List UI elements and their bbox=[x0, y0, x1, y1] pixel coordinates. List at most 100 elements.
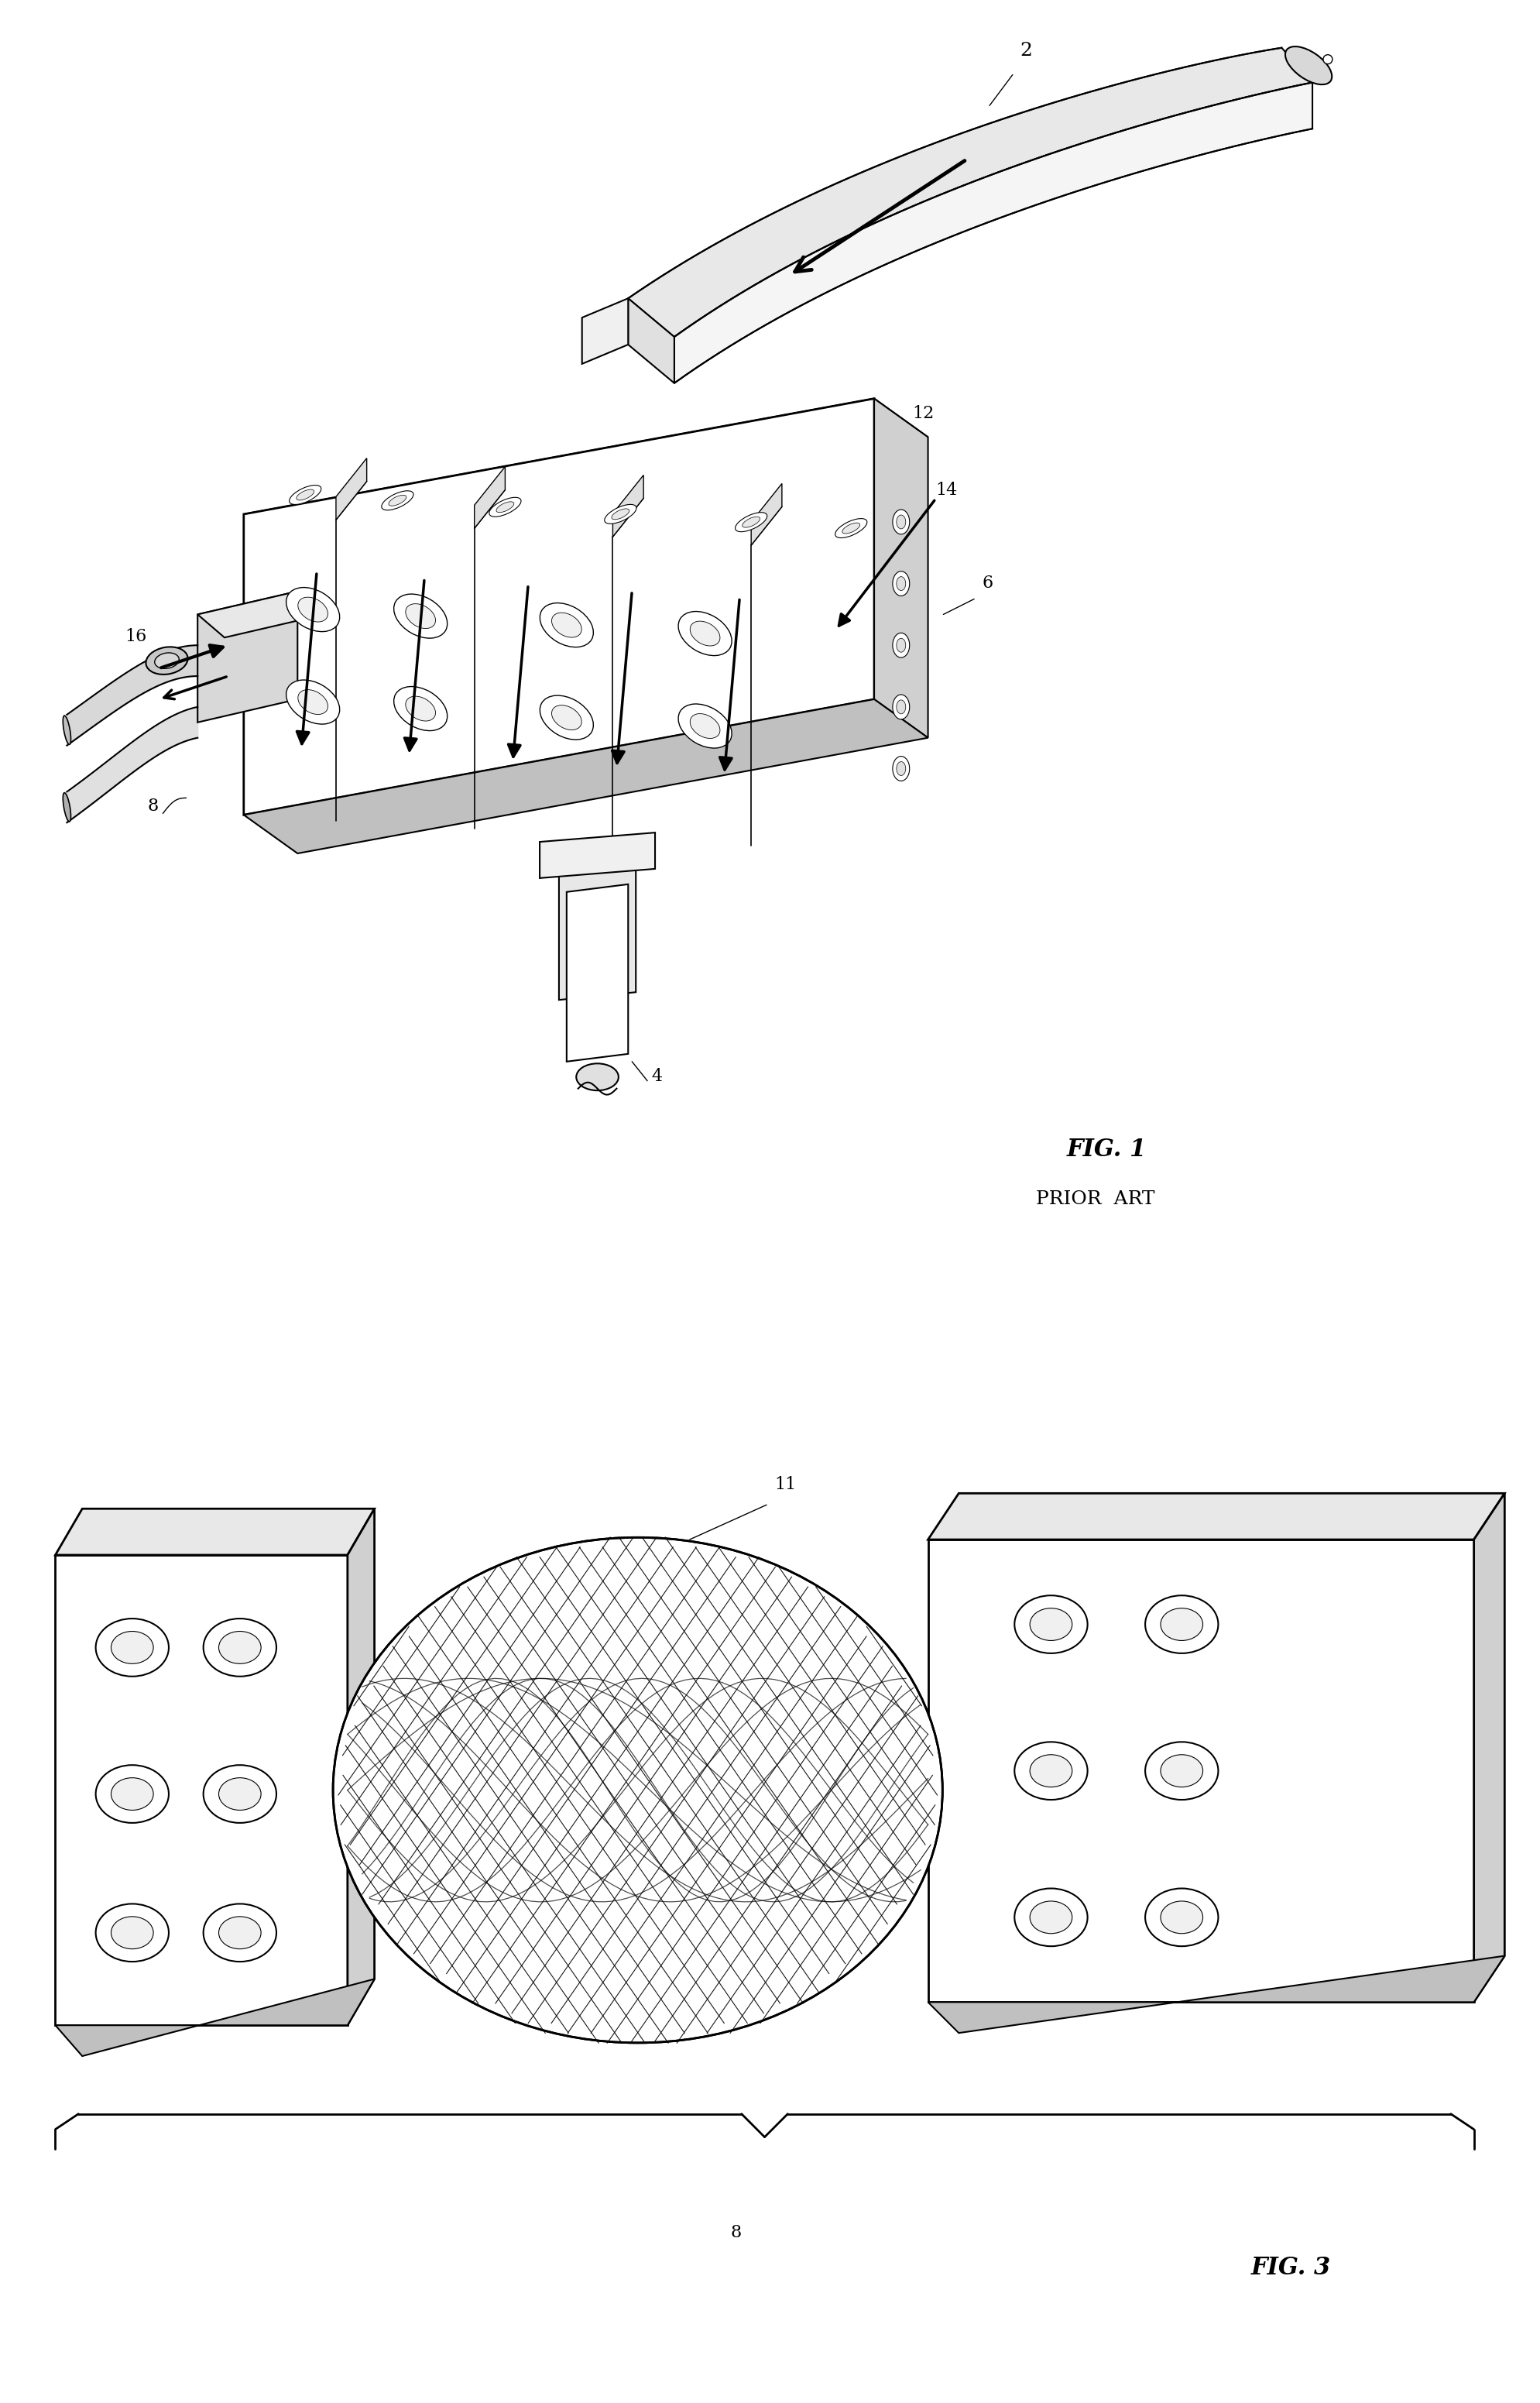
Ellipse shape bbox=[111, 1918, 154, 1949]
Ellipse shape bbox=[896, 577, 906, 591]
Ellipse shape bbox=[63, 716, 71, 745]
Polygon shape bbox=[243, 699, 929, 853]
Ellipse shape bbox=[394, 687, 447, 731]
Ellipse shape bbox=[551, 704, 582, 731]
Ellipse shape bbox=[382, 490, 413, 509]
Ellipse shape bbox=[219, 1778, 260, 1809]
Ellipse shape bbox=[893, 509, 910, 533]
Ellipse shape bbox=[893, 757, 910, 781]
Text: 8: 8 bbox=[730, 2225, 741, 2242]
Polygon shape bbox=[55, 1555, 348, 2026]
Ellipse shape bbox=[1030, 1754, 1072, 1788]
Ellipse shape bbox=[541, 603, 593, 646]
Ellipse shape bbox=[405, 697, 436, 721]
Polygon shape bbox=[55, 1980, 374, 2057]
Ellipse shape bbox=[203, 1903, 276, 1961]
Ellipse shape bbox=[896, 514, 906, 529]
Polygon shape bbox=[1474, 1492, 1505, 2002]
Ellipse shape bbox=[296, 490, 314, 500]
Ellipse shape bbox=[551, 613, 582, 637]
Ellipse shape bbox=[154, 654, 179, 668]
Ellipse shape bbox=[388, 495, 407, 507]
Polygon shape bbox=[559, 839, 636, 1000]
Polygon shape bbox=[752, 483, 782, 545]
Polygon shape bbox=[929, 1540, 1474, 2002]
Ellipse shape bbox=[842, 524, 859, 533]
Text: 12: 12 bbox=[913, 404, 935, 421]
Text: 2: 2 bbox=[1021, 41, 1032, 60]
Ellipse shape bbox=[1015, 1742, 1087, 1800]
Ellipse shape bbox=[290, 485, 322, 505]
Polygon shape bbox=[539, 831, 654, 877]
Ellipse shape bbox=[690, 714, 721, 738]
Ellipse shape bbox=[95, 1903, 169, 1961]
Text: 6: 6 bbox=[983, 574, 993, 591]
Text: FIG. 3: FIG. 3 bbox=[1250, 2256, 1331, 2280]
Polygon shape bbox=[929, 1492, 1505, 1540]
Polygon shape bbox=[243, 399, 929, 553]
Polygon shape bbox=[628, 48, 1312, 336]
Ellipse shape bbox=[835, 519, 867, 538]
Polygon shape bbox=[875, 399, 929, 738]
Ellipse shape bbox=[735, 512, 767, 531]
Ellipse shape bbox=[286, 680, 340, 723]
Ellipse shape bbox=[690, 620, 721, 646]
Text: 4: 4 bbox=[651, 1067, 662, 1084]
Text: 14: 14 bbox=[936, 481, 958, 500]
Ellipse shape bbox=[1015, 1889, 1087, 1946]
Ellipse shape bbox=[893, 572, 910, 596]
Ellipse shape bbox=[95, 1766, 169, 1824]
Ellipse shape bbox=[893, 694, 910, 718]
Polygon shape bbox=[197, 591, 297, 723]
Polygon shape bbox=[582, 298, 628, 363]
Ellipse shape bbox=[394, 594, 447, 639]
Polygon shape bbox=[197, 591, 325, 637]
Ellipse shape bbox=[146, 646, 188, 675]
Ellipse shape bbox=[111, 1632, 154, 1663]
Ellipse shape bbox=[678, 704, 731, 747]
Ellipse shape bbox=[678, 610, 731, 656]
Ellipse shape bbox=[576, 1065, 619, 1091]
Polygon shape bbox=[348, 1509, 374, 2026]
Ellipse shape bbox=[896, 762, 906, 776]
Ellipse shape bbox=[1030, 1608, 1072, 1641]
Ellipse shape bbox=[1146, 1742, 1218, 1800]
Polygon shape bbox=[675, 82, 1312, 382]
Polygon shape bbox=[613, 476, 644, 536]
Ellipse shape bbox=[1323, 55, 1332, 65]
Ellipse shape bbox=[896, 699, 906, 714]
Ellipse shape bbox=[405, 603, 436, 630]
Polygon shape bbox=[243, 399, 875, 815]
Ellipse shape bbox=[1161, 1608, 1203, 1641]
Ellipse shape bbox=[1030, 1901, 1072, 1934]
Ellipse shape bbox=[490, 497, 521, 517]
Ellipse shape bbox=[297, 690, 328, 714]
Ellipse shape bbox=[219, 1632, 260, 1663]
Polygon shape bbox=[929, 1956, 1505, 2033]
Polygon shape bbox=[55, 1509, 374, 1555]
Ellipse shape bbox=[1146, 1596, 1218, 1653]
Text: 11: 11 bbox=[775, 1475, 796, 1492]
Ellipse shape bbox=[219, 1918, 260, 1949]
Polygon shape bbox=[567, 884, 628, 1062]
Ellipse shape bbox=[1015, 1596, 1087, 1653]
Ellipse shape bbox=[203, 1766, 276, 1824]
Polygon shape bbox=[474, 466, 505, 529]
Ellipse shape bbox=[286, 586, 340, 632]
Ellipse shape bbox=[1286, 46, 1332, 84]
Ellipse shape bbox=[611, 509, 630, 519]
Ellipse shape bbox=[297, 598, 328, 622]
Ellipse shape bbox=[1146, 1889, 1218, 1946]
Ellipse shape bbox=[95, 1620, 169, 1677]
Polygon shape bbox=[336, 459, 367, 519]
Text: PRIOR  ART: PRIOR ART bbox=[1035, 1189, 1155, 1209]
Ellipse shape bbox=[111, 1778, 154, 1809]
Ellipse shape bbox=[63, 793, 71, 822]
Ellipse shape bbox=[893, 632, 910, 658]
Polygon shape bbox=[628, 298, 675, 382]
Ellipse shape bbox=[742, 517, 761, 529]
Ellipse shape bbox=[203, 1620, 276, 1677]
Text: 16: 16 bbox=[125, 627, 146, 646]
Text: 8: 8 bbox=[148, 798, 159, 815]
Ellipse shape bbox=[605, 505, 636, 524]
